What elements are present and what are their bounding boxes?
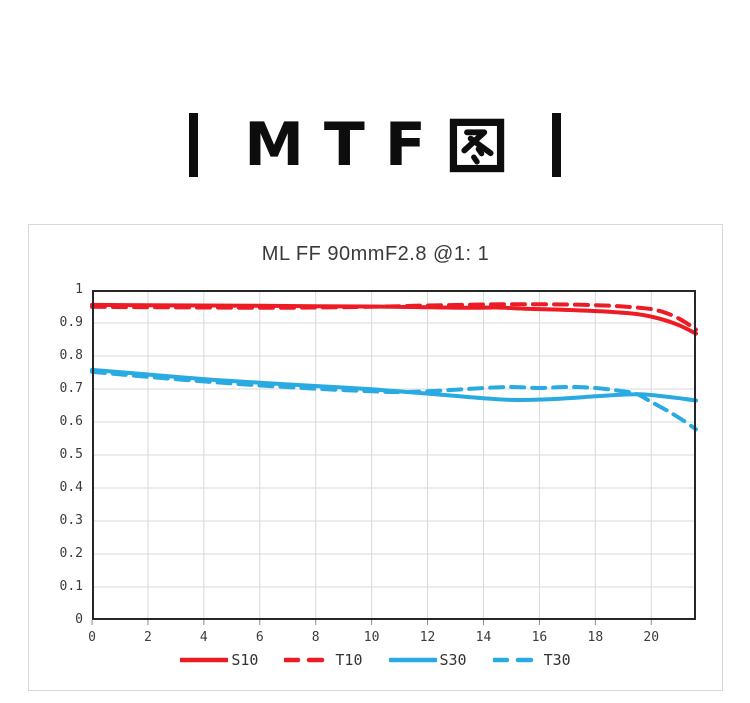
page-title: MTF bbox=[244, 115, 506, 175]
x-tick-label: 12 bbox=[419, 630, 436, 645]
legend-solid-line-icon bbox=[180, 657, 229, 663]
x-tick-label: 18 bbox=[587, 630, 604, 645]
series-T30 bbox=[90, 369, 698, 432]
x-tick-label: 16 bbox=[531, 630, 548, 645]
legend-item-S10: S10 bbox=[180, 651, 258, 669]
y-tick-label: 0.9 bbox=[59, 315, 83, 330]
legend-item-S30: S30 bbox=[388, 651, 467, 669]
y-tick-label: 0.7 bbox=[59, 381, 83, 396]
x-tick-label: 0 bbox=[88, 630, 96, 645]
legend-item-T30: T30 bbox=[492, 651, 571, 669]
chinese-character-tu-icon bbox=[449, 118, 504, 172]
plot-area: 0 0.1 0.2 0.3 0.4 0.5 0.6 0.7 0.8 0.9 1 0 2 4 6 8 10 12 1… bbox=[60, 282, 698, 645]
series-S10 bbox=[90, 302, 698, 336]
header-left-bar-icon bbox=[189, 112, 199, 177]
series-T10 bbox=[90, 302, 698, 332]
y-tick-label: 0.6 bbox=[59, 414, 83, 429]
legend-label: T10 bbox=[335, 651, 363, 669]
y-tick-label: 0.8 bbox=[59, 348, 83, 363]
y-tick-label: 0.4 bbox=[59, 480, 83, 495]
x-tick-label: 8 bbox=[311, 630, 320, 645]
x-tick-label: 10 bbox=[363, 630, 380, 645]
chart-panel: ML FF 90mmF2.8 @1: 1 0 0.1 0.2 0.3 0.4 0.5 0.6… bbox=[28, 224, 723, 691]
y-tick-label: 0.2 bbox=[59, 546, 83, 561]
page-title-latin: MTF bbox=[244, 109, 446, 180]
header-right-bar-icon bbox=[551, 112, 561, 177]
x-tick-label: 20 bbox=[643, 630, 660, 645]
chart-title: ML FF 90mmF2.8 @1: 1 bbox=[261, 243, 490, 265]
y-tick-label: 0.5 bbox=[59, 447, 83, 462]
chart-legend: S10 T10 S30 T30 bbox=[29, 649, 722, 671]
page-header: MTF bbox=[0, 92, 750, 197]
y-tick-label: 0.1 bbox=[59, 579, 83, 594]
legend-item-T10: T10 bbox=[284, 651, 363, 669]
legend-dashed-line-icon bbox=[284, 657, 333, 663]
legend-solid-line-icon bbox=[388, 657, 437, 663]
plot-svg bbox=[90, 290, 698, 625]
legend-label: T30 bbox=[543, 651, 571, 669]
series-S30 bbox=[90, 367, 698, 403]
x-tick-label: 6 bbox=[255, 630, 264, 645]
x-tick-label: 2 bbox=[144, 630, 152, 645]
x-tick-label: 4 bbox=[199, 630, 208, 645]
y-tick-label: 0 bbox=[75, 612, 83, 627]
y-tick-label: 1 bbox=[75, 282, 83, 297]
legend-label: S30 bbox=[439, 651, 467, 669]
legend-label: S10 bbox=[231, 651, 259, 669]
y-tick-label: 0.3 bbox=[59, 513, 83, 528]
legend-dashed-line-icon bbox=[492, 657, 541, 663]
x-tick-label: 14 bbox=[475, 630, 492, 645]
